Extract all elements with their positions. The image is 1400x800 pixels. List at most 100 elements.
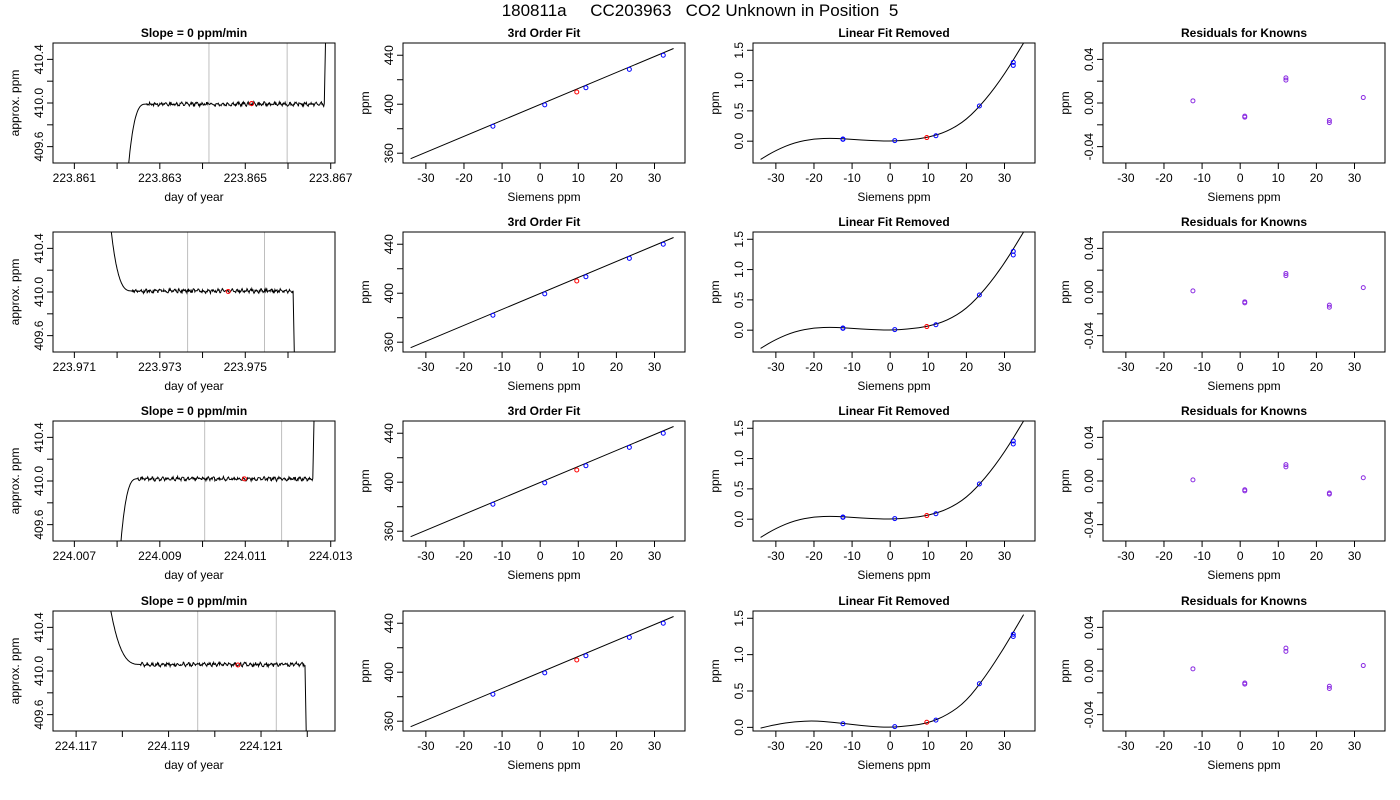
x-tick-label: 10 [572, 549, 586, 563]
x-tick-label: 20 [960, 171, 974, 185]
known-standard-point [660, 430, 666, 436]
x-tick-label: 224.121 [239, 739, 283, 753]
known-standard-point [626, 444, 632, 450]
known-standard-point [660, 52, 666, 58]
y-tick-label: 1.5 [732, 231, 746, 248]
x-axis-label: Siemens ppm [857, 568, 930, 582]
panel-r2-c4: Residuals for Knowns -30 -20 -10 0 10 20 30 Siem… [1058, 215, 1386, 393]
x-tick-label: 10 [1272, 171, 1286, 185]
ppm-trace [120, 421, 315, 541]
x-tick-label: 223.973 [138, 360, 182, 374]
known-standard-point [892, 138, 898, 144]
x-tick-label: 0 [1237, 171, 1244, 185]
y-tick-label: 410.4 [32, 612, 46, 642]
plot-frame [402, 42, 686, 164]
x-tick-label: 0 [1237, 739, 1244, 753]
x-tick-label: -30 [1117, 549, 1135, 563]
residual-point [1283, 645, 1289, 651]
ppm-trace [110, 232, 295, 352]
x-tick-label: -10 [493, 739, 511, 753]
x-tick-label: -10 [1193, 171, 1211, 185]
x-tick-label: 224.117 [55, 739, 98, 753]
unknown-sample-point [924, 719, 930, 725]
known-standard-point [583, 274, 589, 280]
known-standard-point [626, 66, 632, 72]
panel-r4-c3: Linear Fit Removed -30 -20 -10 0 10 20 30 Siemen… [708, 594, 1036, 772]
known-standard-point [840, 514, 846, 520]
known-standard-point [892, 327, 898, 333]
y-tick-label: 440 [382, 613, 396, 633]
known-standard-point [626, 634, 632, 640]
x-tick-label: 30 [1348, 171, 1362, 185]
plot-area [120, 421, 315, 541]
x-tick-label: -30 [417, 360, 435, 374]
ppm-trace [128, 43, 326, 163]
y-tick-label: 1.5 [732, 420, 746, 437]
x-tick-label: -10 [843, 360, 861, 374]
y-tick-label: 1.0 [732, 646, 746, 663]
known-standard-point [1010, 248, 1016, 254]
panel-title: Residuals for Knowns [1181, 594, 1307, 608]
x-tick-label: 30 [648, 171, 662, 185]
residual-point [1283, 77, 1289, 83]
x-tick-label: -30 [1117, 739, 1135, 753]
x-axis-label: day of year [164, 190, 223, 204]
x-tick-label: 30 [1348, 549, 1362, 563]
y-axis-label: ppm [1058, 469, 1072, 492]
y-tick-label: 400 [382, 662, 396, 682]
x-tick-label: -20 [1155, 549, 1173, 563]
known-standard-point [1010, 59, 1016, 65]
residual-point [1326, 491, 1332, 497]
x-tick-label: 10 [922, 739, 936, 753]
residual-point [1190, 477, 1196, 483]
y-tick-label: -0.04 [1082, 133, 1096, 161]
y-tick-label: 0.00 [1082, 659, 1096, 683]
fit-line [410, 237, 674, 349]
plot-area [760, 421, 1025, 538]
residual-curve [760, 232, 1025, 349]
unknown-sample-point [924, 135, 930, 141]
x-tick-label: 10 [572, 739, 586, 753]
x-tick-label: 224.011 [224, 549, 267, 563]
x-tick-label: 30 [1348, 360, 1362, 374]
x-tick-label: 20 [610, 171, 624, 185]
plot-area [1190, 645, 1366, 691]
plot-area [1190, 270, 1366, 310]
residual-point [1242, 681, 1248, 687]
y-tick-label: 360 [382, 711, 396, 731]
panel-r3-c2: 3rd Order Fit -30 -20 -10 0 10 20 30 Siemens ppm… [358, 404, 686, 582]
x-axis-label: Siemens ppm [857, 758, 930, 772]
known-standard-point [490, 123, 496, 129]
x-axis-label: Siemens ppm [1207, 379, 1280, 393]
known-standard-point [1010, 438, 1016, 444]
x-axis-label: day of year [164, 758, 223, 772]
panel-r3-c1: Slope = 0 ppm/min 224.007 224.009 224.011 22… [8, 404, 353, 582]
unknown-sample-point [574, 278, 580, 284]
known-standard-point [542, 102, 548, 108]
plot-frame [52, 610, 336, 732]
y-tick-label: 0.0 [732, 719, 746, 736]
y-tick-label: 440 [382, 423, 396, 443]
plot-area [110, 232, 295, 352]
panel-r4-c4: Residuals for Knowns -30 -20 -10 0 10 20 30 Siem… [1058, 594, 1386, 772]
x-tick-label: -10 [843, 739, 861, 753]
residual-point [1190, 666, 1196, 672]
x-tick-label: -10 [493, 171, 511, 185]
x-tick-label: 0 [887, 171, 894, 185]
plot-area [128, 43, 326, 163]
panel-title: 3rd Order Fit [508, 26, 581, 40]
y-tick-label: 400 [382, 94, 396, 114]
x-tick-label: -30 [767, 360, 785, 374]
known-standard-point [976, 103, 982, 109]
plot-frame [752, 231, 1036, 353]
y-axis-label: approx. ppm [8, 448, 22, 515]
panel-title: 3rd Order Fit [508, 215, 581, 229]
x-tick-label: 10 [922, 360, 936, 374]
panel-r1-c3: Linear Fit Removed -30 -20 -10 0 10 20 30 Siemen… [708, 26, 1036, 204]
residual-point [1360, 663, 1366, 669]
x-tick-label: 0 [537, 739, 544, 753]
ppm-trace [110, 611, 307, 731]
panel-r1-c1: Slope = 0 ppm/min 223.861 223.863 223.865 22… [8, 26, 353, 204]
x-axis-label: day of year [164, 379, 223, 393]
panel-r1-c2: 3rd Order Fit -30 -20 -10 0 10 20 30 Siemens ppm… [358, 26, 686, 204]
